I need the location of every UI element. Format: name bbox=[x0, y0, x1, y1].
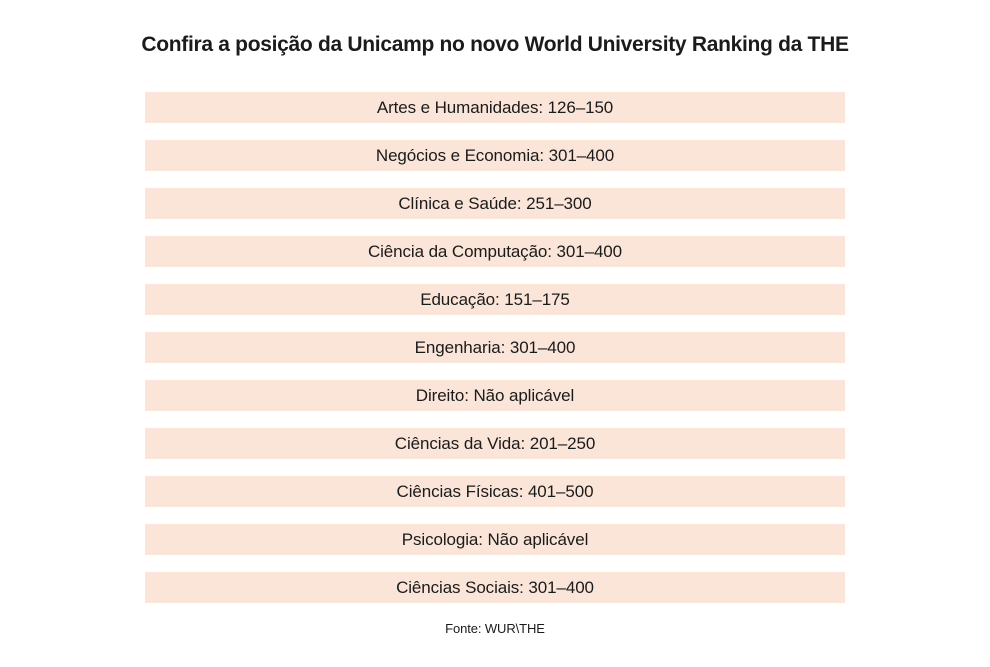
ranking-row: Engenharia: 301–400 bbox=[145, 332, 845, 363]
ranking-rows: Artes e Humanidades: 126–150 Negócios e … bbox=[145, 92, 845, 603]
ranking-row: Clínica e Saúde: 251–300 bbox=[145, 188, 845, 219]
ranking-row: Artes e Humanidades: 126–150 bbox=[145, 92, 845, 123]
ranking-row: Ciência da Computação: 301–400 bbox=[145, 236, 845, 267]
ranking-row: Educação: 151–175 bbox=[145, 284, 845, 315]
ranking-row: Ciências Sociais: 301–400 bbox=[145, 572, 845, 603]
page-title: Confira a posição da Unicamp no novo Wor… bbox=[141, 33, 849, 56]
ranking-row: Psicologia: Não aplicável bbox=[145, 524, 845, 555]
ranking-row: Negócios e Economia: 301–400 bbox=[145, 140, 845, 171]
ranking-row: Ciências Físicas: 401–500 bbox=[145, 476, 845, 507]
ranking-row: Ciências da Vida: 201–250 bbox=[145, 428, 845, 459]
source-caption: Fonte: WUR\THE bbox=[445, 621, 545, 636]
ranking-row: Direito: Não aplicável bbox=[145, 380, 845, 411]
